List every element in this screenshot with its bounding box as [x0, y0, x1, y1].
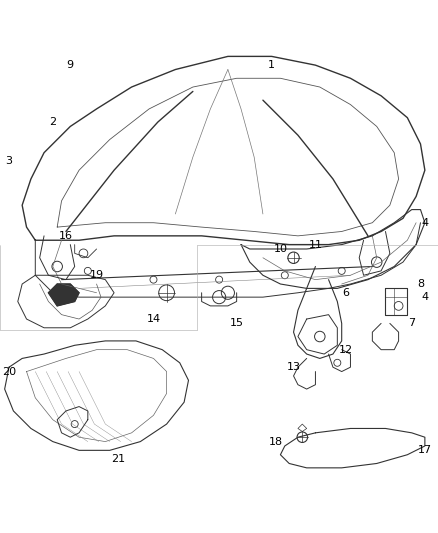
- Text: 12: 12: [339, 345, 353, 354]
- Text: 10: 10: [273, 244, 287, 254]
- Text: 19: 19: [89, 270, 104, 280]
- Text: 16: 16: [59, 231, 73, 241]
- Text: 2: 2: [49, 117, 57, 127]
- Text: 4: 4: [421, 217, 428, 228]
- Text: 18: 18: [269, 437, 283, 447]
- Text: 13: 13: [286, 362, 300, 372]
- Text: 20: 20: [2, 367, 16, 376]
- Text: 11: 11: [308, 240, 322, 249]
- Text: 8: 8: [417, 279, 424, 289]
- Text: 9: 9: [67, 60, 74, 70]
- Text: 1: 1: [268, 60, 275, 70]
- Text: 17: 17: [418, 446, 432, 455]
- Text: 7: 7: [408, 318, 415, 328]
- Text: 3: 3: [6, 157, 13, 166]
- Text: 6: 6: [343, 288, 350, 298]
- Text: 14: 14: [146, 314, 161, 324]
- Text: 21: 21: [111, 454, 126, 464]
- Text: 15: 15: [230, 318, 244, 328]
- Polygon shape: [49, 284, 79, 306]
- Text: 4: 4: [421, 292, 428, 302]
